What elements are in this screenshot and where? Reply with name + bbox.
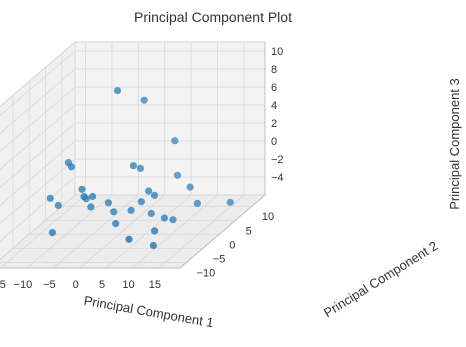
x-gridline (0, 194, 86, 269)
z-tick-label: 8 (271, 64, 277, 76)
data-point (110, 208, 118, 216)
z-gridline (0, 86, 76, 152)
back-pane (74, 41, 266, 196)
grid-lines (0, 42, 266, 269)
data-point (226, 198, 234, 206)
x-gridline (132, 194, 218, 269)
data-point (149, 241, 157, 250)
z-gridline (0, 68, 76, 134)
x-tick-label: 10 (122, 279, 134, 291)
data-point (125, 235, 133, 243)
z-tick-label: 10 (271, 46, 283, 58)
data-point (151, 227, 159, 235)
x-tick-label: −10 (14, 279, 33, 291)
z-tick-label: 6 (271, 82, 277, 94)
x-tick-label: 0 (73, 279, 79, 291)
data-point (87, 203, 95, 211)
data-point (186, 183, 194, 191)
x-gridline (26, 194, 113, 269)
x-gridline (53, 194, 139, 269)
data-point (89, 192, 97, 201)
data-point (80, 193, 88, 201)
data-point (46, 194, 54, 202)
chart-title: Principal Component Plot (134, 9, 292, 25)
z-gridline (0, 122, 76, 188)
z-gridline (0, 104, 76, 170)
data-point (150, 191, 159, 199)
data-point (112, 220, 120, 228)
data-point (145, 187, 153, 195)
data-point (48, 229, 57, 237)
x-tick-label: 15 (149, 279, 161, 291)
data-point (137, 198, 145, 206)
data-point (173, 171, 182, 179)
y-tick-label: 0 (229, 239, 235, 251)
z-tick-label: 0 (271, 136, 277, 148)
data-point (104, 199, 112, 207)
x-tick-label: 5 (99, 279, 105, 291)
data-point (54, 201, 62, 210)
data-point (78, 185, 86, 193)
z-tick-label: −2 (271, 154, 284, 166)
z-gridline (0, 158, 76, 224)
z-gridline (0, 50, 76, 116)
data-point (140, 96, 148, 104)
data-point (129, 162, 137, 170)
z-tick-label: 2 (271, 118, 277, 130)
data-point (127, 206, 135, 214)
data-point (67, 163, 76, 171)
y-tick-label: 10 (262, 211, 274, 223)
x-tick-label: −15 (0, 279, 6, 291)
x-axis-label: Principal Component 1 (83, 293, 215, 331)
y-tick-label: 5 (246, 225, 252, 237)
data-point (136, 164, 144, 172)
z-axis-label: Principal Component 3 (447, 78, 462, 210)
data-point (160, 214, 168, 222)
data-point (171, 137, 179, 145)
y-axis-label: Principal Component 2 (321, 238, 440, 320)
z-gridline (0, 176, 76, 242)
data-point (169, 216, 177, 224)
y-tick-label: −10 (197, 267, 216, 279)
y-tick-label: −5 (213, 253, 226, 265)
z-tick-label: −4 (271, 172, 284, 184)
z-tick-label: 4 (271, 100, 277, 112)
x-gridline (79, 194, 165, 269)
data-point (147, 209, 155, 218)
x-gridline (105, 194, 192, 269)
x-gridline (158, 194, 245, 269)
x-tick-label: −5 (43, 279, 56, 291)
y-axis-edge (179, 194, 266, 269)
data-point (113, 87, 122, 95)
z-gridline (0, 140, 76, 206)
data-point (193, 199, 201, 207)
data-points (46, 87, 234, 250)
